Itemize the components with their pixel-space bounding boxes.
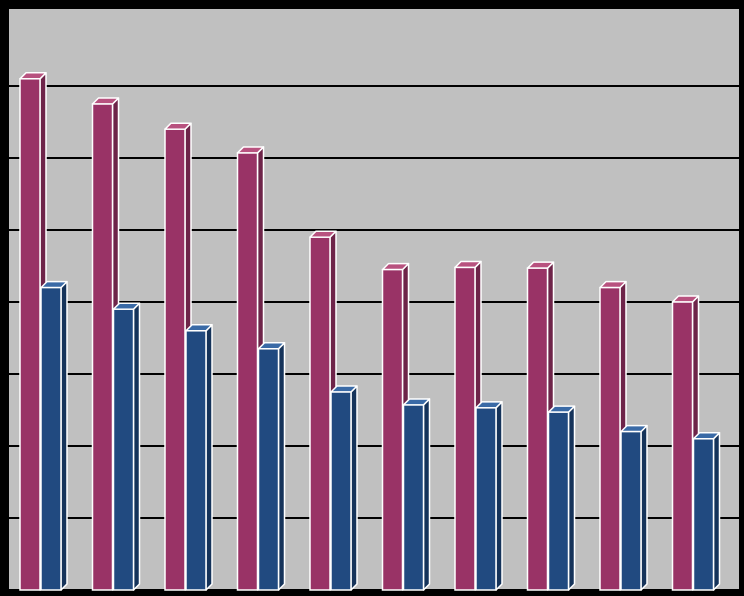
- bar-series-2-cat-10: [692, 432, 721, 591]
- bar-series-2-cat-6: [402, 398, 431, 591]
- bar-side: [350, 385, 358, 591]
- bar-front: [236, 152, 259, 591]
- bar-series-2-cat-5: [330, 385, 358, 591]
- bar-series-2-cat-2: [112, 302, 141, 591]
- bar-series-2-cat-1: [40, 280, 68, 591]
- bar-front: [185, 330, 207, 591]
- bar-side: [205, 324, 213, 591]
- bar-front: [671, 301, 694, 591]
- bar-side: [60, 280, 68, 591]
- bar-front: [692, 438, 715, 591]
- bar-front: [526, 267, 549, 591]
- bars: [19, 72, 721, 591]
- bar-front: [112, 308, 135, 591]
- bar-series-2-cat-8: [547, 405, 576, 591]
- bar-side: [277, 342, 286, 591]
- bar-front: [19, 78, 41, 591]
- bar-side: [495, 401, 503, 591]
- bar-front: [309, 236, 331, 591]
- bar-front: [330, 391, 352, 591]
- bar-front: [91, 103, 114, 591]
- bar-side: [567, 405, 576, 591]
- bar-front: [475, 407, 497, 591]
- bar-series-2-cat-9: [620, 424, 648, 591]
- bar-front: [599, 286, 621, 591]
- bar-side: [640, 424, 648, 591]
- bar-front: [257, 348, 280, 591]
- bar-front: [381, 268, 404, 591]
- bar-front: [164, 128, 186, 591]
- bar-front: [454, 266, 476, 591]
- bar-front: [620, 430, 642, 591]
- bar-side: [132, 302, 141, 591]
- bar-front: [40, 286, 62, 591]
- bar-front: [547, 411, 570, 591]
- bar-side: [422, 398, 431, 591]
- bar-series-2-cat-3: [185, 324, 213, 591]
- bar-series-2-cat-7: [475, 401, 503, 591]
- bar-side: [712, 432, 721, 591]
- bar-series-2-cat-4: [257, 342, 286, 591]
- bar-front: [402, 404, 425, 591]
